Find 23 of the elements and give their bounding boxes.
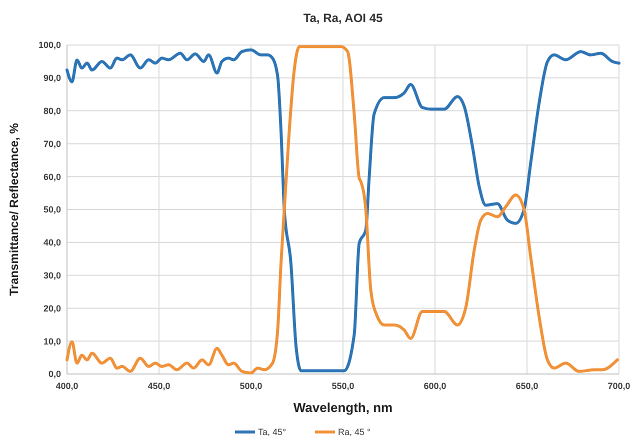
y-tick-label: 80,0 bbox=[43, 106, 61, 116]
y-tick-label: 20,0 bbox=[43, 303, 61, 314]
y-tick-label: 40,0 bbox=[43, 238, 61, 248]
y-tick-label: 30,0 bbox=[43, 270, 61, 280]
x-tick-label: 550,0 bbox=[332, 381, 354, 391]
legend-label: Ta, 45° bbox=[258, 427, 287, 438]
y-axis-title: Transmittance/ Reflectance, % bbox=[7, 122, 21, 296]
y-tick-label: 70,0 bbox=[43, 138, 61, 149]
y-tick-label: 90,0 bbox=[43, 73, 61, 84]
x-tick-label: 600,0 bbox=[424, 381, 446, 391]
x-tick-label: 700,0 bbox=[608, 381, 630, 391]
x-tick-label: 650,0 bbox=[516, 381, 538, 391]
x-axis-title: Wavelength, nm bbox=[293, 400, 393, 415]
y-tick-label: 100,0 bbox=[38, 40, 61, 50]
y-tick-label: 50,0 bbox=[43, 204, 61, 215]
x-tick-label: 450,0 bbox=[148, 381, 170, 391]
x-tick-label: 500,0 bbox=[240, 381, 262, 391]
x-tick-label: 400,0 bbox=[56, 381, 78, 391]
chart-title: Ta, Ra, AOI 45 bbox=[303, 11, 384, 25]
legend-label: Ra, 45 ° bbox=[338, 427, 372, 438]
y-tick-label: 60,0 bbox=[43, 172, 61, 182]
y-tick-label: 0,0 bbox=[48, 369, 61, 380]
y-tick-label: 10,0 bbox=[43, 336, 61, 346]
